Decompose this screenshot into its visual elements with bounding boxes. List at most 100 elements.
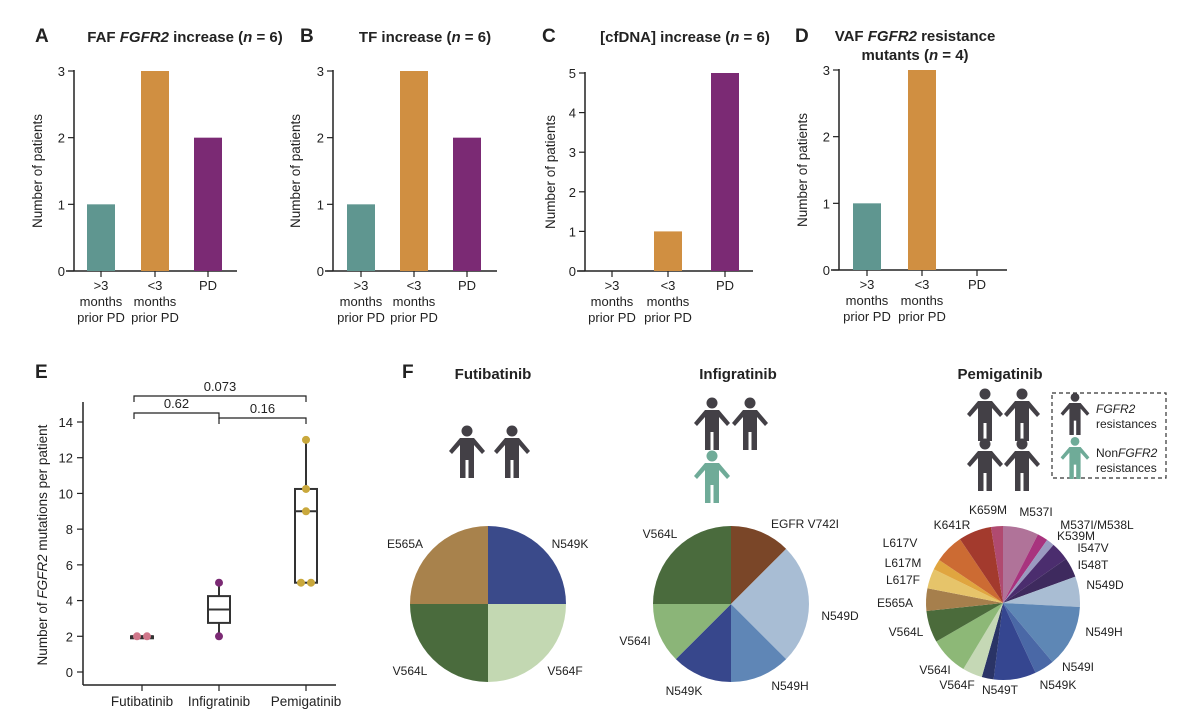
panel-letter: A — [35, 26, 49, 47]
person-fgfr2-icon — [1004, 438, 1040, 491]
pie-slice-label: K659M — [969, 503, 1007, 517]
x-tick-label: prior PD — [898, 309, 946, 324]
y-tick-label: 3 — [58, 64, 65, 79]
pie-slice-l617f — [927, 569, 1003, 603]
bar-1 — [908, 70, 936, 270]
title-part: mutations per patient — [35, 424, 50, 554]
significance-bracket — [133, 412, 220, 419]
x-tick-label: <3 — [148, 278, 163, 293]
pie-slice-label: N549T — [982, 683, 1019, 697]
pie-slice-label: V564F — [939, 678, 974, 692]
title-part: FAF — [87, 29, 120, 46]
x-tick-label: Futibatinib — [111, 694, 173, 709]
pie-slice-label: N549H — [1085, 625, 1122, 639]
pie-slice-v564l — [410, 604, 488, 682]
bar-panel-c: C [cfDNA] increase (n = 6) 0 1 2 3 4 5 Number of… — [542, 26, 770, 325]
y-axis-label: Number of FGFR2 mutations per patient — [35, 424, 50, 665]
panel-letter: E — [35, 362, 48, 383]
panel-title: FAF FGFR2 increase (n = 6) — [87, 29, 283, 46]
panel-title: VAF FGFR2 resistance — [835, 28, 996, 45]
y-tick-label: 0 — [317, 264, 324, 279]
x-tick-label: >3 — [605, 278, 620, 293]
y-tick-label: 1 — [58, 197, 65, 212]
person-fgfr2-icon — [1004, 388, 1040, 441]
x-tick-label: >3 — [94, 278, 109, 293]
x-tick-label: prior PD — [337, 310, 385, 325]
data-point — [302, 484, 310, 493]
x-tick-label: PD — [716, 278, 734, 293]
pie-slice-label: V564I — [919, 663, 950, 677]
pie-slice-label: K539M — [1057, 529, 1095, 543]
y-tick-label: 2 — [66, 629, 73, 644]
data-point — [143, 632, 151, 641]
pie-slice-label: N549H — [771, 679, 808, 693]
x-tick-label: months — [80, 294, 123, 309]
pie-slice-n549i — [1003, 603, 1053, 673]
data-point — [133, 632, 141, 641]
pie-slice-n549h — [1003, 603, 1080, 662]
y-tick-label: 12 — [59, 451, 73, 466]
pie-slice-e565a — [410, 526, 488, 604]
title-part: n — [451, 29, 460, 46]
y-axis-label: Number of patients — [288, 114, 303, 228]
x-tick-label: PD — [458, 278, 476, 293]
person-non-fgfr2-icon — [1060, 437, 1090, 479]
pie-panel-futibatinib: Futibatinib N549K V564F V564L E565A — [387, 366, 588, 682]
title-part: [cfDNA] increase ( — [600, 29, 730, 46]
y-tick-label: 1 — [569, 224, 576, 239]
pie-slice-n549k — [488, 526, 566, 604]
y-tick-label: 3 — [569, 145, 576, 160]
person-fgfr2-icon — [1060, 393, 1090, 435]
y-tick-label: 0 — [569, 264, 576, 279]
x-tick-label: months — [901, 293, 944, 308]
pie-slice-label: N549D — [1086, 578, 1124, 592]
x-tick-label: Infigratinib — [188, 694, 250, 709]
title-part: = 6) — [252, 29, 282, 46]
pie-slice-i547v — [1003, 544, 1067, 603]
legend-fgfr2-label: FGFR2 — [1096, 402, 1136, 416]
data-point — [307, 578, 315, 587]
person-fgfr2-icon — [732, 397, 768, 450]
bar-0 — [87, 204, 115, 271]
pie-slice-label: N549K — [552, 537, 589, 551]
title-part: Number of — [35, 599, 50, 666]
x-tick-label: PD — [968, 277, 986, 292]
person-fgfr2-icon — [967, 388, 1003, 441]
y-tick-label: 2 — [823, 130, 830, 145]
legend-non-fgfr2-label: NonFGFR2 — [1096, 446, 1158, 460]
pie-slice-label: N549K — [1040, 678, 1077, 692]
legend-part: FGFR2 — [1096, 402, 1136, 416]
pie-slice-k641r — [959, 526, 1003, 603]
box-panel-e: E 0 2 4 6 8 10 12 14 Number of FGFR2 mutations pe… — [35, 362, 341, 709]
pie-slice-label: I547V — [1077, 541, 1108, 555]
pie-slice-m537i — [1003, 526, 1038, 603]
bar-0 — [347, 204, 375, 271]
pie-slice-label: V564L — [643, 527, 678, 541]
x-tick-label: months — [340, 294, 383, 309]
y-tick-label: 5 — [569, 66, 576, 81]
y-tick-label: 1 — [823, 196, 830, 211]
person-non-fgfr2-icon — [694, 450, 730, 503]
pie-title: Futibatinib — [455, 366, 532, 383]
y-tick-label: 2 — [569, 185, 576, 200]
pie-panel-infigratinib: Infigratinib EGFR V742I N549D N549H N549K V56… — [619, 366, 859, 698]
y-axis-label: Number of patients — [30, 114, 45, 228]
panel-title: TF increase (n = 6) — [359, 29, 491, 46]
x-tick-label: <3 — [661, 278, 676, 293]
y-tick-label: 4 — [569, 106, 576, 121]
pie-slice-m537i-m538l — [1003, 534, 1048, 603]
x-tick-label: prior PD — [644, 310, 692, 325]
bar-1 — [400, 71, 428, 271]
p-value-label: 0.073 — [204, 379, 237, 394]
legend-fgfr2-label-line2: resistances — [1096, 417, 1157, 431]
y-tick-label: 0 — [66, 665, 73, 680]
legend-box — [1051, 392, 1167, 479]
panel-letter: D — [795, 26, 809, 47]
pie-slice-egfr-v742i — [731, 526, 787, 604]
person-fgfr2-icon — [967, 438, 1003, 491]
pie-slice-label: V564I — [619, 634, 650, 648]
